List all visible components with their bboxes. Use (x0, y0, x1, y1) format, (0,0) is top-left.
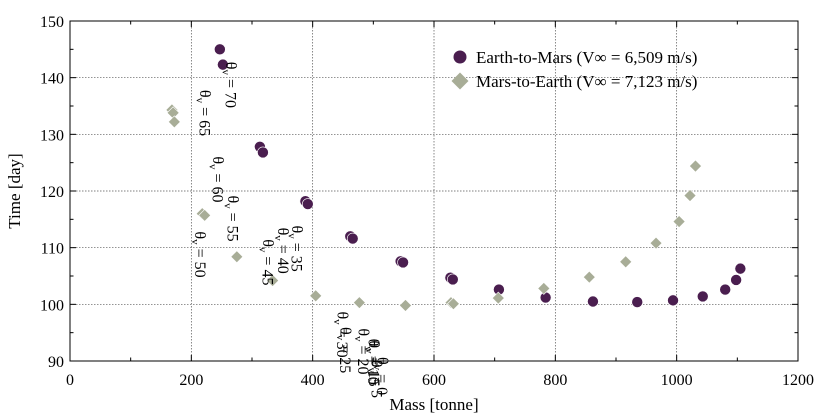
mars-to-earth-point (167, 115, 181, 129)
mars-to-earth-point (198, 208, 212, 222)
theta-label: θv = 55 (222, 195, 241, 241)
theta-label: θv = 35 (286, 226, 305, 272)
x-tick-label: 800 (543, 372, 567, 389)
earth-to-mars-point (257, 146, 269, 159)
earth-to-mars-point (587, 295, 599, 308)
mars-to-earth-point (352, 296, 366, 310)
earth-to-mars-point (631, 296, 644, 308)
tick-labels: 0 200 400 600 800 1000 1200 90 100 110 120 130 140 15… (40, 14, 814, 389)
legend-label-earth-to-mars: Earth-to-Mars (V∞ = 6,509 m/s) (476, 48, 697, 67)
x-tick-label: 0 (66, 372, 74, 389)
mars-to-earth-point (649, 236, 663, 250)
earth-to-mars-point (667, 294, 679, 307)
earth-to-mars-point (539, 291, 552, 304)
mars-to-earth-point (683, 189, 697, 202)
y-tick-label: 150 (40, 14, 64, 31)
x-tick-label: 600 (422, 372, 446, 389)
mars-to-earth-point (266, 274, 280, 287)
theta-label: θv = 0 (372, 357, 391, 395)
earth-to-mars-point (302, 198, 314, 210)
earth-to-mars-point (719, 283, 732, 296)
theta-label: θv = 65 (194, 90, 213, 136)
mars-to-earth-point (230, 250, 244, 264)
theta-label: θv = 50 (189, 231, 208, 277)
x-tick-label: 1000 (661, 372, 693, 389)
mars-to-earth-point (309, 289, 323, 303)
mars-to-earth-point (446, 297, 460, 311)
legend: Earth-to-Mars (V∞ = 6,509 m/s) Mars-to-E… (451, 48, 697, 91)
earth-to-mars-point (734, 262, 747, 275)
series-mars-to-earth (165, 103, 702, 312)
x-tick-label: 400 (301, 372, 325, 389)
series-earth-to-mars (214, 43, 747, 308)
y-tick-label: 100 (40, 297, 64, 314)
theta-label: θv = 70 (220, 62, 239, 108)
earth-to-mars-point (217, 58, 229, 71)
theta-label: θv = 45 (257, 239, 276, 285)
mars-to-earth-point (582, 270, 596, 284)
legend-marker-earth-to-mars (453, 50, 467, 64)
x-axis-title: Mass [tonne] (389, 395, 478, 414)
mars-to-earth-point (672, 215, 686, 229)
y-tick-label: 90 (48, 354, 64, 371)
theta-label: θv = 60 (207, 156, 226, 202)
theta-label: θv = 25 (335, 327, 354, 373)
plot-frame (69, 20, 799, 362)
x-tick-label: 200 (179, 372, 203, 389)
mars-to-earth-point (619, 255, 633, 269)
mars-to-earth-point (689, 159, 702, 173)
earth-to-mars-point (730, 274, 742, 286)
mars-to-earth-point (491, 291, 505, 305)
y-tick-label: 120 (40, 184, 64, 201)
legend-label-mars-to-earth: Mars-to-Earth (V∞ = 7,123 m/s) (476, 72, 697, 91)
earth-to-mars-point (346, 232, 359, 245)
legend-marker-mars-to-earth (451, 72, 469, 90)
y-tick-label: 110 (41, 241, 64, 258)
y-tick-label: 140 (40, 71, 64, 88)
earth-to-mars-point (397, 256, 409, 269)
earth-to-mars-point (696, 290, 709, 303)
mars-to-earth-point (537, 282, 551, 295)
x-tick-label: 1200 (782, 372, 814, 389)
earth-to-mars-point (447, 273, 459, 286)
y-axis-title: Time [day] (5, 153, 24, 228)
earth-to-mars-point (214, 43, 226, 56)
y-tick-label: 130 (40, 127, 64, 144)
mars-to-earth-point (399, 299, 412, 312)
